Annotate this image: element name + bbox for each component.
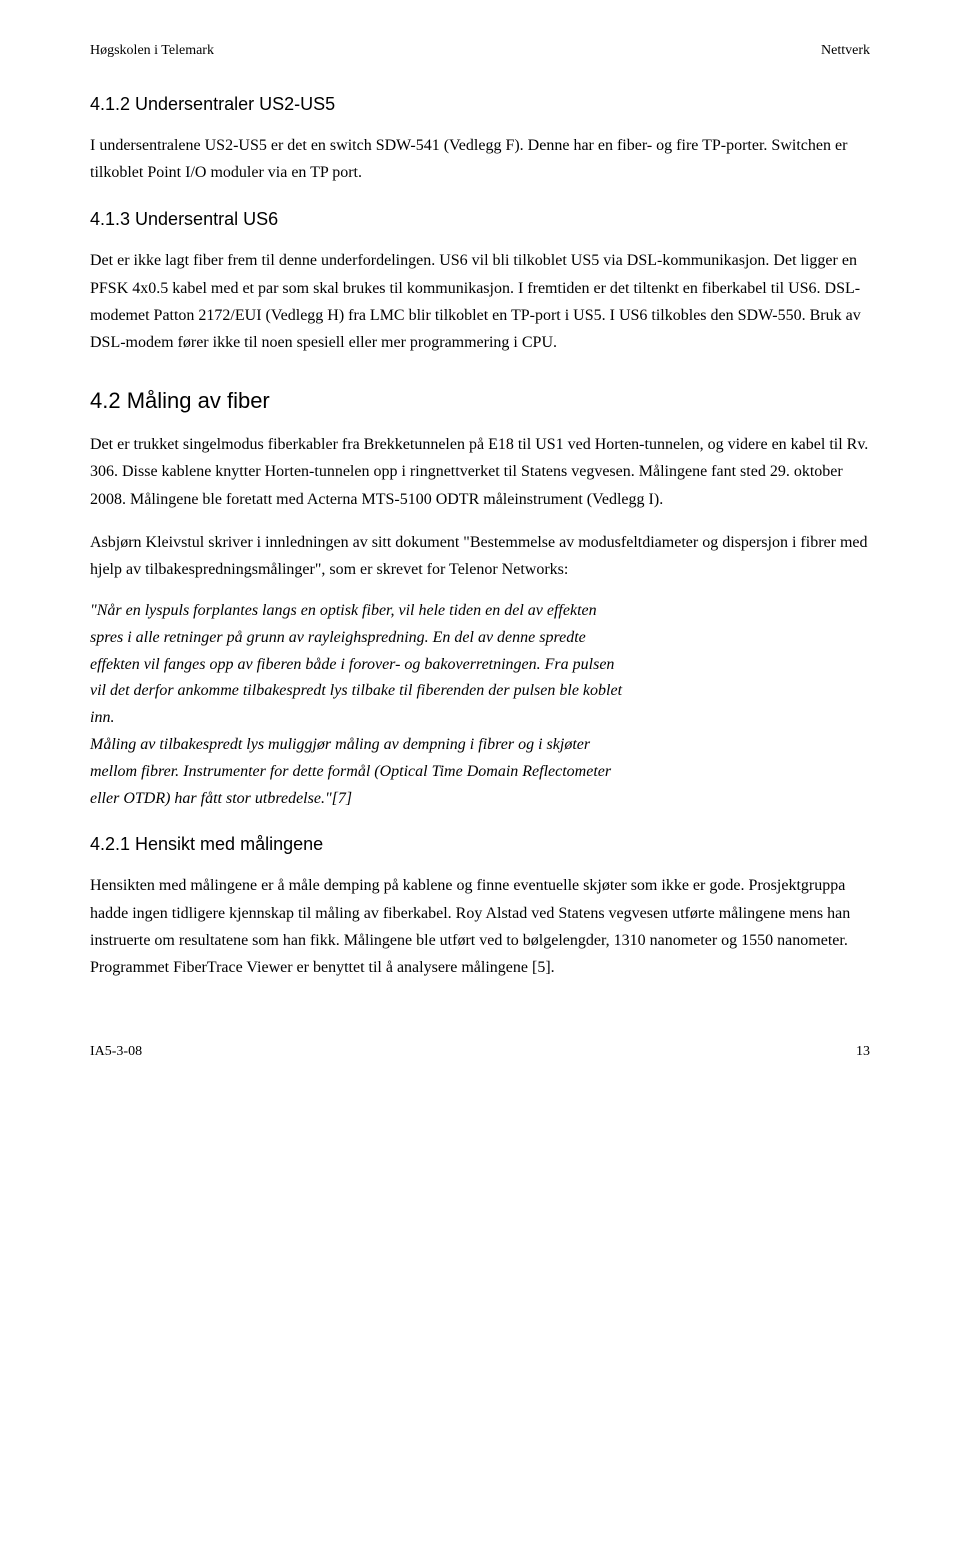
page-footer: IA5-3-08 13 xyxy=(90,1041,870,1062)
quote-line: "Når en lyspuls forplantes langs en opti… xyxy=(90,599,870,624)
quote-line: effekten vil fanges opp av fiberen både … xyxy=(90,653,870,678)
paragraph-4-2-a: Det er trukket singelmodus fiberkabler f… xyxy=(90,431,870,513)
paragraph-4-2-b: Asbjørn Kleivstul skriver i innledningen… xyxy=(90,529,870,583)
header-right: Nettverk xyxy=(821,40,870,61)
page-header: Høgskolen i Telemark Nettverk xyxy=(90,40,870,61)
paragraph-4-1-3: Det er ikke lagt fiber frem til denne un… xyxy=(90,247,870,356)
quote-line: vil det derfor ankomme tilbakespredt lys… xyxy=(90,679,870,704)
quote-block: "Når en lyspuls forplantes langs en opti… xyxy=(90,599,870,811)
quote-line: mellom fibrer. Instrumenter for dette fo… xyxy=(90,760,870,785)
quote-line: spres i alle retninger på grunn av rayle… xyxy=(90,626,870,651)
paragraph-4-1-2: I undersentralene US2-US5 er det en swit… xyxy=(90,132,870,186)
heading-4-2: 4.2 Måling av fiber xyxy=(90,384,870,417)
header-left: Høgskolen i Telemark xyxy=(90,40,214,61)
footer-right: 13 xyxy=(856,1041,870,1062)
quote-line: inn. xyxy=(90,706,870,731)
heading-4-1-2: 4.1.2 Undersentraler US2-US5 xyxy=(90,91,870,118)
quote-line: Måling av tilbakespredt lys muliggjør må… xyxy=(90,733,870,758)
quote-line: eller OTDR) har fått stor utbredelse."[7… xyxy=(90,787,870,812)
paragraph-4-2-1: Hensikten med målingene er å måle dempin… xyxy=(90,872,870,981)
footer-left: IA5-3-08 xyxy=(90,1041,142,1062)
heading-4-2-1: 4.2.1 Hensikt med målingene xyxy=(90,831,870,858)
heading-4-1-3: 4.1.3 Undersentral US6 xyxy=(90,206,870,233)
